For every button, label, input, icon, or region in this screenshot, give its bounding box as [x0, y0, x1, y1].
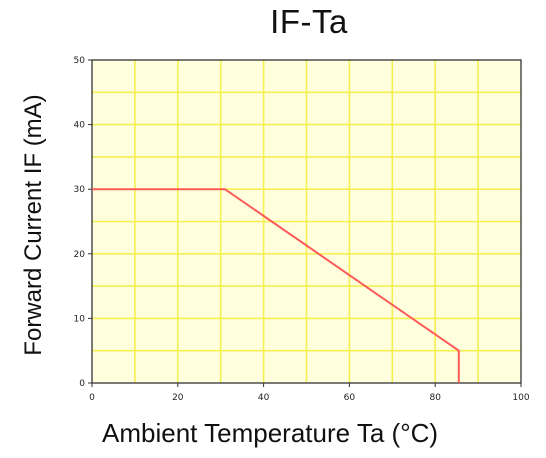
series-line [92, 188, 460, 383]
y-tick-label: 10 [74, 314, 86, 324]
plot-frame [91, 59, 522, 384]
chart-title: IF-Ta [270, 3, 348, 40]
y-tick-label: 40 [74, 121, 86, 131]
x-tick-label: 80 [429, 393, 441, 403]
x-tick-label: 40 [258, 393, 270, 403]
y-tick-label: 20 [74, 250, 86, 260]
y-tick-label: 50 [74, 56, 86, 66]
y-tick-label: 0 [79, 379, 85, 389]
x-tick-label: 100 [512, 393, 529, 403]
x-tick-label: 20 [172, 393, 184, 403]
x-axis-label: Ambient Temperature Ta (°C) [102, 418, 439, 448]
x-tick-label: 0 [89, 393, 95, 403]
y-tick-label: 30 [74, 185, 86, 195]
x-tick-label: 60 [344, 393, 356, 403]
